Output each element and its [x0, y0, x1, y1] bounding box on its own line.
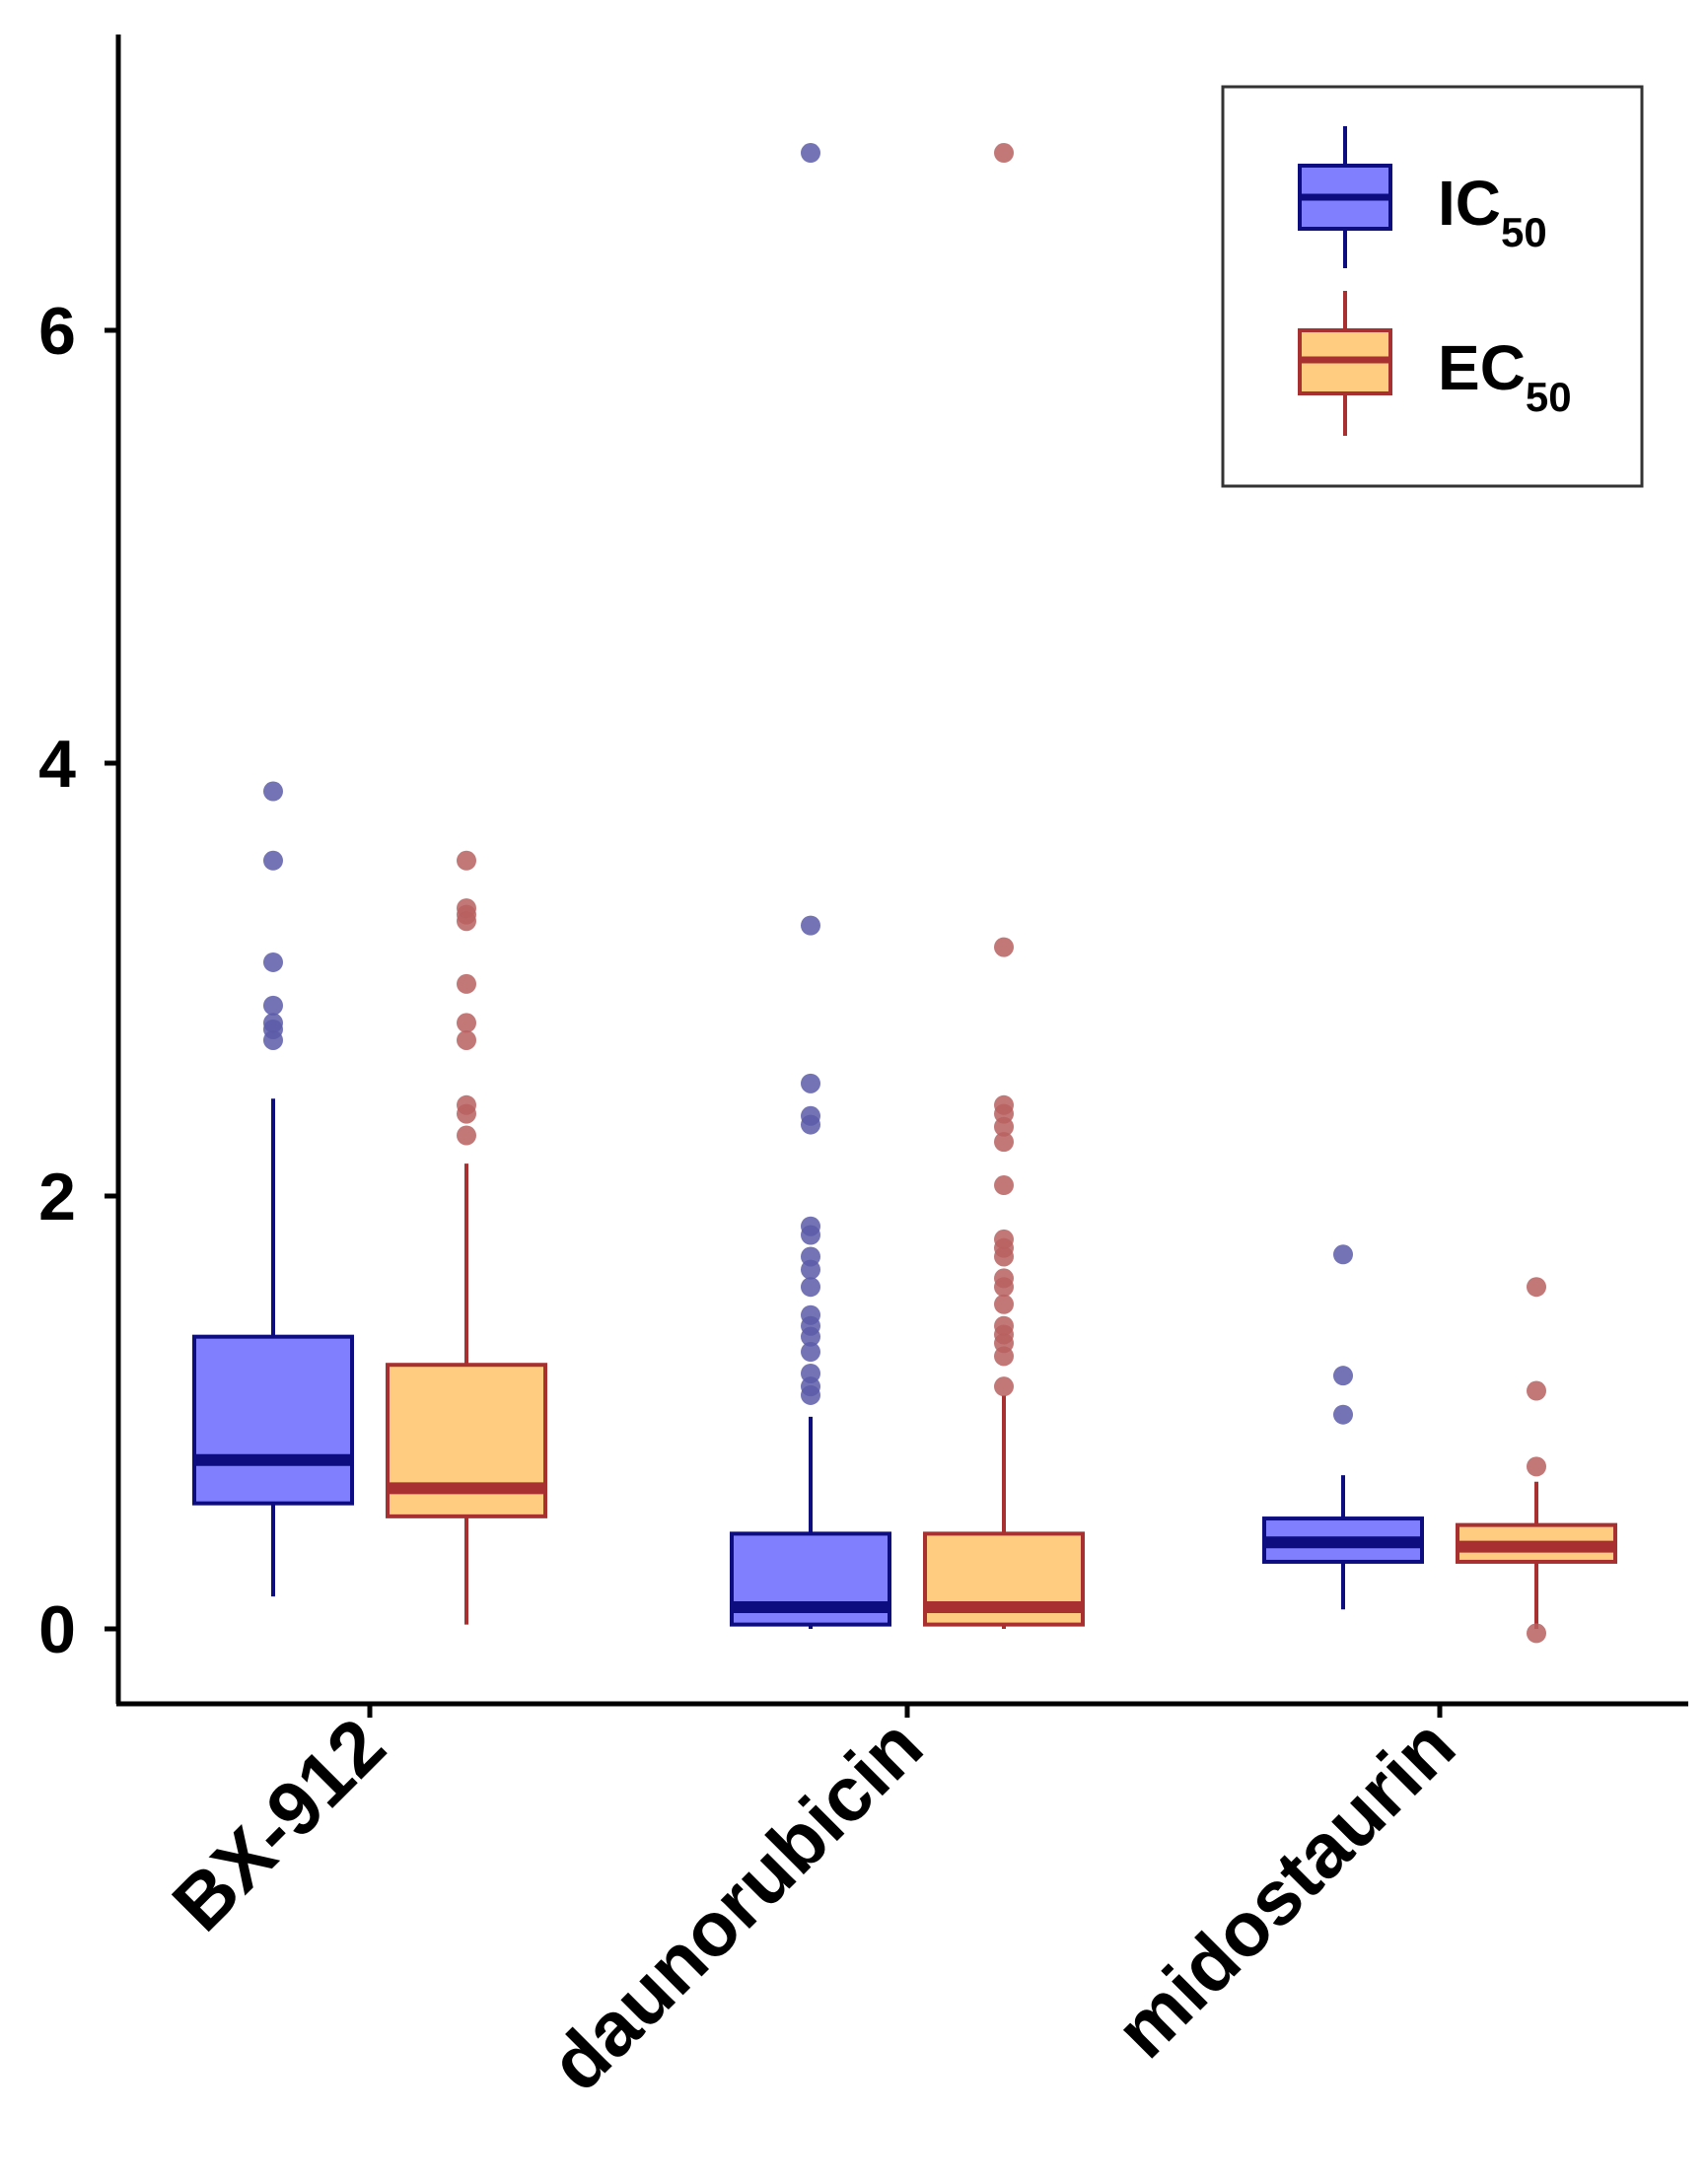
box-ec50-2-outlier-0	[1527, 1623, 1546, 1644]
box-ec50-1-outlier-16	[994, 937, 1014, 957]
legend-item-ic50: IC50	[1298, 126, 1547, 268]
box-ic50-1-outlier-9	[801, 1246, 820, 1267]
box-ec50-1-outlier-7	[994, 1268, 1014, 1289]
legend-frame	[1221, 85, 1644, 488]
box-ec50-0-outlier-4	[457, 1013, 476, 1033]
box-ic50-1-outlier-7	[801, 1277, 820, 1298]
box-ic50-1-outlier-3	[801, 1342, 820, 1363]
box-ec50-1-outlier-0	[994, 1376, 1014, 1397]
box-ic50-2-outlier-0	[1333, 1404, 1353, 1425]
box-ec50-1-outlier-12	[994, 1132, 1014, 1153]
box-ic50-1-outlier-15	[801, 915, 820, 936]
box-ec50-0-outlier-8	[457, 898, 476, 919]
box-ic50-1-outlier-2	[801, 1363, 820, 1383]
box-ic50-0-outlier-6	[263, 781, 283, 802]
box-ic50-0-body	[192, 1334, 354, 1506]
box-ec50-1-outlier-15	[994, 1094, 1014, 1115]
box-ec50-2-outlier-2	[1527, 1380, 1546, 1401]
box-ic50-2-outlier-2	[1333, 1244, 1353, 1265]
x-category-label-0: BX-912	[156, 1702, 401, 1947]
box-ic50-0-outlier-2	[263, 1013, 283, 1033]
legend-ic50-label: IC50	[1438, 168, 1547, 255]
box-ic50-1-outlier-16	[801, 143, 820, 164]
box-ec50-0-outlier-5	[457, 973, 476, 994]
legend-ec50-label: EC50	[1438, 332, 1572, 420]
y-tick-label-6: 6	[38, 294, 76, 369]
box-ic50-1-outlier-11	[801, 1216, 820, 1236]
box-ec50-2-outlier-1	[1527, 1456, 1546, 1477]
box-ec50-0-outlier-0	[457, 1125, 476, 1146]
box-ic50-1-outlier-14	[801, 1073, 820, 1093]
legend: IC50 EC50	[1221, 85, 1644, 488]
box-ec50-1-outlier-10	[994, 1229, 1014, 1249]
box-ec50-1-outlier-5	[994, 1294, 1014, 1314]
x-category-label-1: daunorubicin	[533, 1702, 939, 2108]
box-ic50-0-outlier-5	[263, 850, 283, 871]
box-ic50-0-outlier-3	[263, 995, 283, 1016]
y-tick-label-4: 4	[38, 727, 76, 802]
box-ec50-2-outlier-3	[1527, 1277, 1546, 1298]
box-ic50-1-outlier-13	[801, 1105, 820, 1126]
box-ec50-0-outlier-2	[457, 1094, 476, 1115]
box-ec50-0-outlier-9	[457, 850, 476, 871]
legend-item-ec50: EC50	[1298, 291, 1572, 436]
x-category-label-2: midostaurin	[1099, 1702, 1471, 2075]
box-ec50-1-outlier-4	[994, 1315, 1014, 1336]
box-ec50-0-outlier-3	[457, 1029, 476, 1050]
y-tick-label-0: 0	[38, 1592, 76, 1667]
box-ic50-1-outlier-6	[801, 1304, 820, 1325]
box-ec50-1-outlier-11	[994, 1175, 1014, 1196]
box-ic50-2-outlier-1	[1333, 1366, 1353, 1386]
box-ic50-0-outlier-4	[263, 951, 283, 972]
box-ec50-1-outlier-17	[994, 143, 1014, 164]
y-tick-label-2: 2	[38, 1160, 76, 1234]
